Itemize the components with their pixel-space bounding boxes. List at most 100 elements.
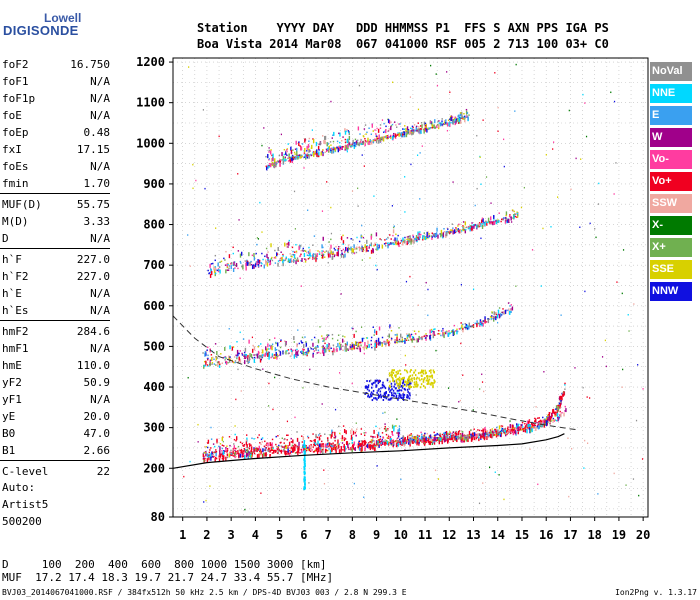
echo-point — [487, 317, 489, 320]
echo-point — [221, 437, 224, 442]
echo-point — [202, 453, 205, 458]
echo-point — [457, 230, 459, 232]
echo-point — [391, 430, 394, 435]
noise-point — [496, 321, 499, 324]
echo-point — [428, 436, 431, 438]
echo-point — [561, 392, 564, 394]
echo-point — [291, 246, 294, 249]
echo-point — [445, 119, 447, 124]
y-tick-label: 700 — [143, 258, 165, 272]
echo-point — [374, 445, 376, 447]
echo-point — [445, 233, 447, 238]
echo-point — [385, 392, 387, 395]
echo-point — [287, 143, 289, 145]
echo-point — [283, 446, 285, 448]
echo-point — [374, 446, 376, 451]
echo-point — [375, 232, 378, 237]
echo-point — [410, 240, 412, 245]
echo-point — [415, 125, 418, 128]
echo-point — [309, 252, 311, 257]
echo-point — [418, 377, 420, 380]
echo-point — [365, 431, 367, 434]
echo-point — [383, 392, 386, 395]
echo-point — [467, 435, 469, 440]
echo-point — [350, 238, 352, 240]
echo-point — [329, 150, 331, 153]
echo-point — [255, 448, 257, 451]
echo-point — [235, 447, 237, 450]
echo-point — [486, 221, 488, 226]
echo-point — [419, 234, 421, 237]
echo-point — [370, 235, 373, 240]
echo-point — [402, 241, 404, 246]
echo-point — [544, 419, 547, 422]
echo-point — [407, 379, 410, 382]
echo-point — [260, 261, 262, 264]
echo-point — [247, 261, 249, 266]
echo-point — [218, 266, 221, 268]
echo-point — [386, 135, 389, 137]
echo-point — [497, 309, 500, 314]
echo-point — [297, 447, 299, 452]
echo-point — [202, 352, 204, 354]
echo-point — [304, 249, 306, 252]
echo-point — [512, 429, 514, 434]
echo-point — [306, 145, 308, 150]
echo-point — [286, 149, 288, 151]
echo-point — [469, 226, 472, 229]
echo-point — [452, 332, 455, 337]
echo-point — [551, 412, 553, 415]
echo-point — [245, 356, 248, 358]
echo-point — [342, 234, 344, 237]
echo-point — [383, 385, 386, 388]
echo-point — [277, 435, 279, 437]
echo-point — [471, 325, 473, 327]
echo-point — [385, 442, 387, 444]
echo-point — [392, 443, 394, 445]
echo-point — [345, 145, 348, 150]
echo-point — [400, 378, 403, 381]
noise-point — [210, 426, 212, 429]
echo-point — [292, 439, 294, 444]
echo-point — [431, 374, 434, 377]
echo-point — [452, 227, 454, 229]
echo-point — [279, 350, 281, 353]
echo-point — [364, 124, 367, 126]
echo-point — [294, 153, 296, 155]
echo-point — [316, 253, 318, 258]
echo-point — [284, 450, 286, 455]
echo-point — [303, 348, 305, 351]
echo-point — [287, 448, 289, 453]
echo-point — [509, 310, 511, 315]
echo-point — [300, 245, 302, 247]
version-label: Ion2Png v. 1.3.17 — [615, 588, 697, 597]
echo-point — [314, 444, 317, 447]
echo-point — [402, 128, 404, 130]
echo-point — [301, 336, 304, 339]
echo-point — [284, 160, 287, 162]
echo-point — [251, 348, 254, 353]
echo-point — [321, 337, 324, 340]
noise-point — [419, 198, 421, 200]
echo-point — [321, 244, 323, 249]
echo-point — [238, 452, 240, 457]
echo-point — [305, 259, 307, 261]
echo-point — [376, 398, 378, 401]
echo-point — [253, 356, 256, 359]
echo-point — [369, 139, 371, 141]
echo-point — [245, 434, 248, 436]
echo-point — [467, 227, 470, 230]
echo-point — [345, 246, 347, 251]
echo-point — [434, 434, 436, 437]
echo-point — [468, 437, 470, 440]
echo-point — [423, 232, 426, 234]
echo-point — [458, 436, 460, 439]
echo-point — [564, 405, 566, 408]
echo-point — [281, 445, 283, 448]
noise-point — [489, 338, 492, 341]
echo-point — [453, 117, 456, 120]
echo-point — [397, 133, 399, 136]
echo-point — [396, 440, 398, 442]
echo-point — [274, 256, 277, 258]
echo-point — [247, 262, 250, 267]
